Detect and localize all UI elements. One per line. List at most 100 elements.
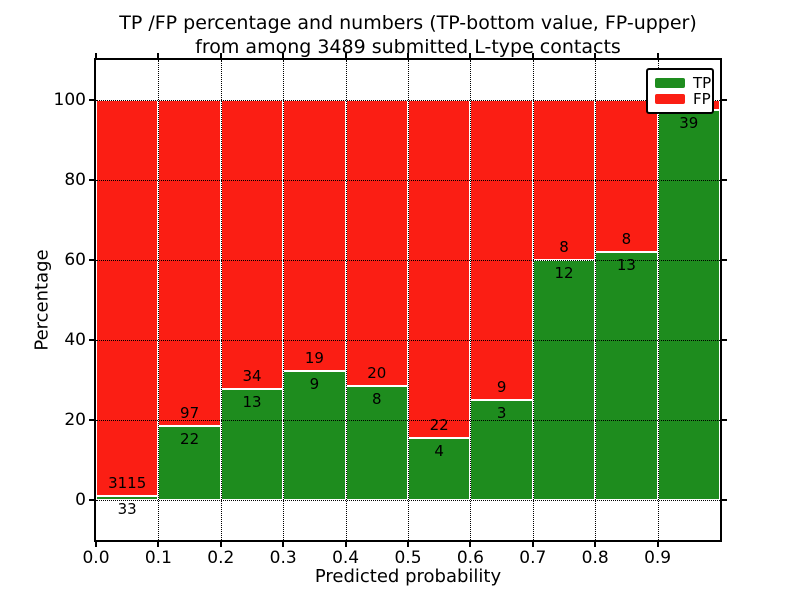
tp-legend-label: TP [693,74,712,92]
tp-count-label: 13 [616,256,636,275]
x-tick-mark [95,542,97,547]
gridline-vertical [532,60,534,540]
tp-count-label: 22 [180,430,200,449]
gridline-vertical [220,60,222,540]
tp-bar-segment [220,389,284,500]
y-tick-mark [89,499,94,501]
fp-legend-label: FP [693,90,711,108]
y-tick-mark-right [722,99,727,101]
y-tick-label: 60 [64,250,86,270]
x-tick-label: 0.2 [207,548,235,568]
tp-count-label: 9 [309,375,320,394]
gridline-vertical [595,60,597,540]
x-tick-mark [282,542,285,547]
y-tick-mark-right [722,179,727,181]
y-tick-mark-right [722,259,727,261]
x-tick-label: 0.0 [82,548,110,568]
fp-bar-segment [96,100,159,496]
legend: TP FP [646,68,714,114]
y-tick-mark [89,179,94,181]
x-tick-label: 0.4 [332,548,360,568]
y-tick-label: 40 [64,330,86,350]
y-tick-label: 100 [53,90,86,110]
fp-bar-segment [283,100,346,372]
x-tick-mark [407,542,409,547]
x-tick-label: 0.7 [519,548,547,568]
x-tick-mark [594,542,597,547]
tp-bar-segment [657,110,720,500]
y-tick-mark [89,259,94,261]
fp-count-label: 19 [304,349,324,368]
chart-title-line1: TP /FP percentage and numbers (TP-bottom… [119,12,697,34]
gridline-vertical [657,60,659,540]
fp-bar-segment [470,100,533,400]
legend-item-fp: FP [655,92,711,107]
x-tick-mark [531,542,534,547]
fp-count-label: 9 [496,378,507,396]
tp-count-label: 8 [372,389,382,408]
y-tick-mark-right [722,339,727,341]
x-tick-mark-top [219,53,222,58]
x-tick-mark-top [656,53,659,58]
tp-bar-segment [283,371,346,500]
tp-count-label: 33 [117,499,137,518]
fp-count-label: 3115 [108,473,147,492]
y-tick-mark-right [722,499,727,501]
x-tick-mark-top [531,53,534,58]
tp-count-label: 3 [496,404,507,422]
x-tick-mark [656,542,659,547]
x-tick-label: 0.3 [269,548,297,568]
chart-title-line2: from among 3489 submitted L-type contact… [195,36,621,58]
fp-count-label: 20 [367,363,387,382]
fp-legend-swatch [655,94,685,104]
x-tick-mark-top [282,53,285,58]
tp-bar-segment [532,260,596,500]
x-tick-mark-top [344,53,347,58]
plot-area: TP FP 3115 33 97 22 34 13 19 9 20 8 22 4 9 3 8 12 8 13 39 [94,58,722,542]
tp-bar-segment [470,400,533,500]
fp-bar-segment [345,100,408,386]
fp-count-label: 34 [242,367,262,386]
legend-item-tp: TP [655,76,711,91]
x-tick-label: 0.6 [456,548,484,568]
y-tick-mark [89,339,94,341]
x-tick-mark-top [157,53,160,58]
y-tick-mark [89,99,94,101]
tp-count-label: 13 [242,393,262,412]
fp-count-label: 8 [559,238,569,256]
x-tick-mark-top [95,53,97,58]
x-tick-mark-top [594,53,597,58]
tp-legend-swatch [655,78,685,88]
x-tick-label: 0.9 [644,548,672,568]
x-tick-label: 0.1 [144,548,172,568]
tp-count-label: 39 [679,114,699,132]
x-tick-mark [344,542,347,547]
gridline-vertical [408,60,409,540]
x-tick-mark [157,542,160,547]
fp-count-label: 97 [180,404,200,423]
gridline-vertical [158,60,160,540]
y-tick-label: 20 [64,410,86,430]
x-tick-mark-top [469,53,472,58]
x-tick-label: 0.5 [394,548,422,568]
gridline-vertical [345,60,347,540]
y-tick-label: 0 [75,490,86,510]
tp-bar-segment [96,495,159,500]
tp-bar-segment [345,385,408,500]
y-tick-mark [89,419,94,421]
y-tick-mark-right [722,419,727,421]
fp-bar-segment [408,100,471,439]
y-tick-label: 80 [64,170,86,190]
tp-count-label: 4 [434,442,444,461]
tp-count-label: 12 [554,264,574,282]
x-tick-mark-top [407,53,409,58]
fp-count-label: 22 [429,416,449,435]
tp-bar-segment [595,252,658,500]
fp-count-label: 8 [621,230,632,249]
x-tick-mark [469,542,472,547]
tp-bar-segment [158,426,221,500]
x-axis-label: Predicted probability [314,566,502,587]
fp-bar-segment [158,100,221,427]
x-tick-mark [219,542,222,547]
